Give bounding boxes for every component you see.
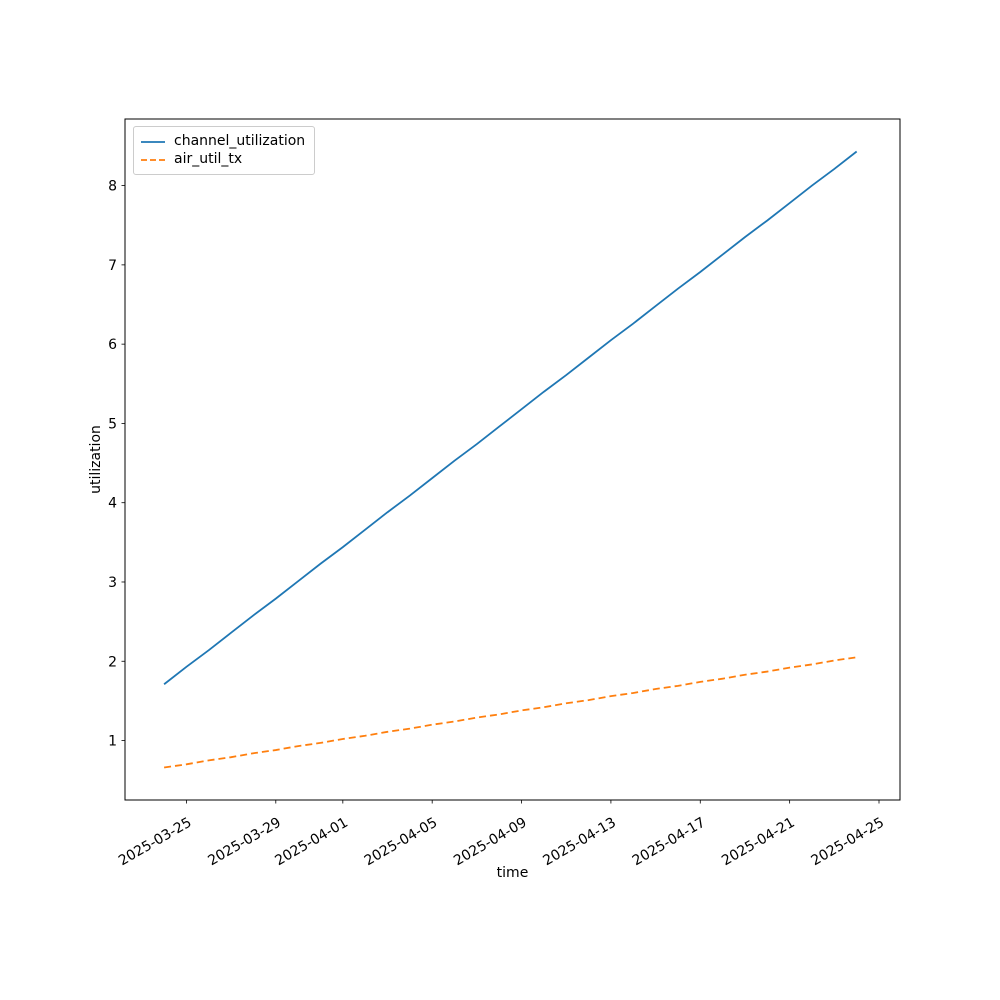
y-tick-label: 4	[108, 496, 117, 512]
x-tick-label: 2025-04-01	[272, 815, 350, 870]
legend-item-channel-utilization: channel_utilization	[140, 133, 305, 150]
y-tick-label: 6	[108, 337, 117, 353]
axes-spines	[124, 118, 901, 801]
x-tick-label: 2025-03-25	[116, 815, 194, 870]
legend-label: channel_utilization	[174, 133, 306, 149]
solid-line-sample-icon	[141, 140, 165, 143]
air_util_tx-line	[163, 656, 857, 769]
y-tick-label: 2	[108, 654, 117, 670]
x-tick-label: 2025-04-17	[630, 815, 708, 870]
x-axis-label: time	[497, 865, 529, 881]
channel_utilization-line	[163, 150, 858, 685]
legend-label: air_util_tx	[174, 151, 243, 167]
y-tick-label: 7	[108, 258, 117, 274]
y-tick-label: 1	[108, 734, 117, 750]
x-tick-label: 2025-04-21	[719, 815, 797, 870]
y-tick-label: 5	[108, 416, 117, 432]
y-axis-label: utilization	[88, 425, 104, 494]
y-tick-label: 8	[108, 179, 117, 195]
x-tick-label: 2025-04-25	[809, 815, 887, 870]
x-tick-label: 2025-04-09	[451, 815, 529, 870]
x-tick-label: 2025-03-29	[205, 815, 283, 870]
legend-item-air-util-tx: air_util_tx	[140, 151, 305, 168]
legend: channel_utilization air_util_tx	[133, 126, 316, 175]
x-tick-label: 2025-04-13	[540, 815, 618, 870]
y-tick-label: 3	[108, 575, 117, 591]
dashed-line-sample-icon	[141, 158, 165, 161]
x-tick-label: 2025-04-05	[362, 815, 440, 870]
